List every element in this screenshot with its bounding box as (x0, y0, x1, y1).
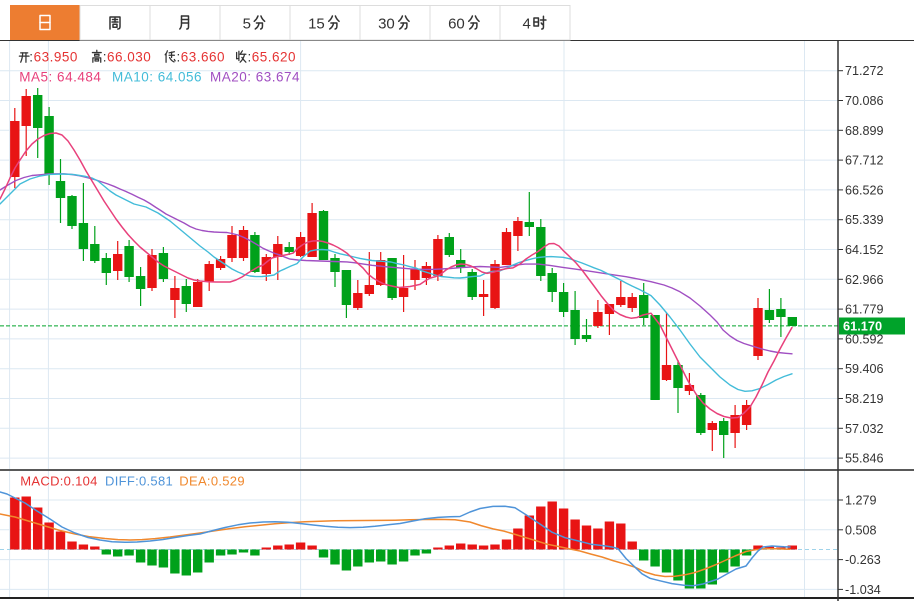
svg-text:65.339: 65.339 (845, 213, 884, 227)
svg-text:61.170: 61.170 (843, 319, 882, 334)
svg-text:MA20: 63.674: MA20: 63.674 (210, 70, 300, 85)
svg-text:61.779: 61.779 (845, 303, 884, 317)
svg-text:15: 15 (308, 16, 325, 33)
svg-text:68.899: 68.899 (845, 124, 884, 138)
svg-text:62.966: 62.966 (845, 273, 884, 287)
svg-text:64.152: 64.152 (845, 243, 884, 257)
svg-text:71.272: 71.272 (845, 64, 884, 78)
svg-text:MACD:0.104: MACD:0.104 (20, 474, 97, 489)
svg-text::63.950: :63.950 (29, 50, 78, 65)
svg-text:30: 30 (378, 16, 395, 33)
svg-text:59.406: 59.406 (845, 362, 884, 376)
svg-text::66.030: :66.030 (103, 50, 152, 65)
svg-text::65.620: :65.620 (248, 50, 297, 65)
svg-text:55.846: 55.846 (845, 452, 884, 466)
svg-text:5: 5 (243, 16, 251, 33)
svg-text:57.032: 57.032 (845, 422, 884, 436)
svg-text:-0.263: -0.263 (845, 553, 881, 567)
svg-text:4: 4 (523, 16, 531, 33)
svg-text:-1.034: -1.034 (845, 583, 881, 597)
svg-text:MA5: 64.484: MA5: 64.484 (19, 70, 101, 85)
svg-text:1.279: 1.279 (845, 494, 877, 508)
svg-text:58.219: 58.219 (845, 392, 884, 406)
svg-text:MA10: 64.056: MA10: 64.056 (112, 70, 202, 85)
svg-text:DEA:0.529: DEA:0.529 (179, 474, 245, 489)
svg-text:0.508: 0.508 (845, 523, 877, 537)
svg-text::63.660: :63.660 (177, 50, 226, 65)
svg-text:70.086: 70.086 (845, 94, 884, 108)
svg-text:60.592: 60.592 (845, 332, 884, 346)
svg-text:66.526: 66.526 (845, 183, 884, 197)
svg-text:DIFF:0.581: DIFF:0.581 (105, 474, 173, 489)
svg-text:67.712: 67.712 (845, 154, 884, 168)
svg-text:60: 60 (448, 16, 465, 33)
